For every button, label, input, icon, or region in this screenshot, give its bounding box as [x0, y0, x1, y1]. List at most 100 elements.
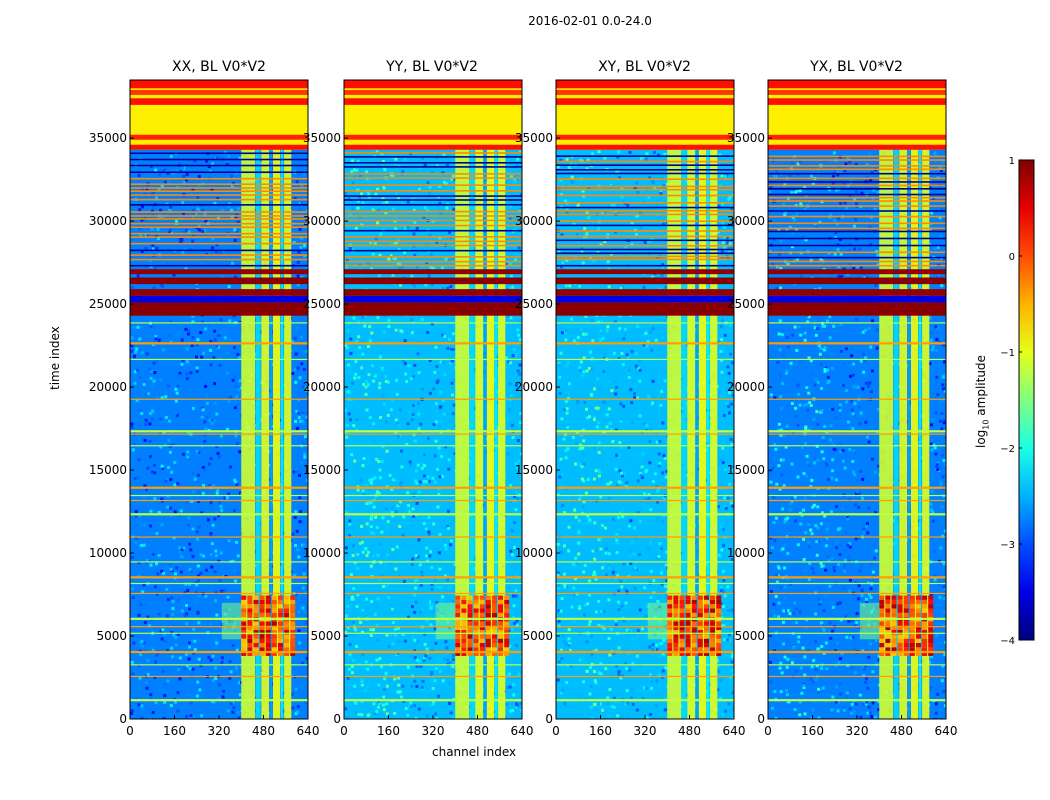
heatmap-noise-cell — [345, 346, 349, 350]
rfi-burst-cell — [284, 595, 290, 600]
flag-line — [130, 190, 308, 192]
heatmap-noise-cell — [353, 684, 357, 688]
heatmap-noise-cell — [350, 381, 354, 385]
heatmap-noise-cell — [170, 596, 174, 600]
heatmap-noise-cell — [504, 180, 508, 184]
y-tick-label: 35000 — [515, 131, 553, 145]
heatmap-noise-cell — [365, 502, 369, 506]
heatmap-noise-cell — [189, 714, 193, 718]
heatmap-noise-cell — [392, 256, 396, 260]
heatmap-noise-cell — [290, 267, 294, 271]
rfi-burst-cell — [498, 625, 504, 631]
heatmap-noise-cell — [140, 704, 144, 708]
rfi-burst-cell — [271, 604, 277, 609]
rfi-burst-cell — [277, 612, 283, 618]
heatmap-noise-cell — [159, 629, 163, 633]
rfi-burst-cell — [467, 651, 473, 656]
heatmap-noise-cell — [403, 639, 407, 643]
heatmap-noise-cell — [215, 243, 219, 247]
heatmap-noise-cell — [557, 571, 561, 575]
heatmap-noise-cell — [387, 153, 391, 157]
heatmap-noise-cell — [567, 382, 571, 386]
heatmap-noise-cell — [379, 416, 383, 420]
heatmap-noise-cell — [394, 567, 398, 571]
heatmap-noise-cell — [642, 686, 646, 690]
heatmap-noise-cell — [715, 235, 719, 239]
flag-line — [556, 188, 734, 191]
heatmap-noise-cell — [365, 408, 369, 412]
heatmap-noise-cell — [449, 711, 453, 715]
heatmap-noise-cell — [404, 707, 408, 711]
heatmap-noise-cell — [410, 318, 414, 322]
heatmap-noise-cell — [583, 401, 587, 405]
heatmap-noise-cell — [223, 496, 227, 500]
heatmap-noise-cell — [369, 501, 373, 505]
heatmap-noise-cell — [207, 165, 211, 169]
heatmap-noise-cell — [423, 642, 427, 646]
heatmap-noise-cell — [413, 656, 417, 660]
heatmap-noise-cell — [509, 709, 513, 713]
heatmap-noise-cell — [512, 693, 516, 697]
heatmap-noise-cell — [510, 553, 514, 557]
rfi-burst-cell — [673, 630, 679, 635]
heatmap-noise-cell — [364, 385, 368, 389]
heatmap-noise-cell — [345, 716, 349, 719]
heatmap-noise-cell — [219, 504, 223, 508]
heatmap-noise-cell — [431, 686, 435, 690]
heatmap-noise-cell — [564, 642, 568, 646]
heatmap-noise-cell — [198, 491, 202, 495]
heatmap-noise-cell — [515, 164, 519, 168]
heatmap-noise-cell — [217, 559, 221, 563]
heatmap-noise-cell — [625, 481, 629, 485]
rfi-burst-cell — [284, 638, 290, 643]
heatmap-noise-cell — [184, 327, 188, 331]
heatmap-noise-cell — [720, 624, 724, 628]
heatmap-noise-cell — [429, 672, 433, 676]
heatmap-noise-cell — [824, 641, 828, 645]
heatmap-noise-cell — [406, 202, 410, 206]
heatmap-noise-cell — [361, 550, 365, 554]
heatmap-noise-cell — [296, 705, 300, 709]
heatmap-noise-cell — [481, 222, 485, 226]
x-tick-label: 160 — [163, 724, 186, 738]
heatmap-noise-cell — [597, 538, 601, 542]
heatmap-noise-cell — [358, 345, 362, 349]
heatmap-noise-cell — [154, 168, 158, 172]
heatmap-noise-cell — [220, 660, 224, 664]
heatmap-noise-cell — [723, 174, 727, 178]
heatmap-noise-cell — [148, 367, 152, 371]
heatmap-noise-cell — [506, 689, 510, 693]
flag-line — [130, 158, 308, 161]
heatmap-noise-cell — [352, 658, 356, 662]
heatmap-noise-cell — [617, 357, 621, 361]
heatmap-noise-cell — [163, 632, 167, 636]
heatmap-noise-cell — [645, 424, 649, 428]
rfi-burst-cell — [284, 630, 290, 635]
rfi-burst-cell — [259, 612, 265, 618]
heatmap-noise-cell — [597, 623, 601, 627]
rfi-burst-cell — [290, 612, 296, 618]
heatmap-noise-cell — [290, 672, 294, 676]
heatmap-noise-cell — [295, 426, 299, 430]
rfi-burst-cell — [679, 647, 685, 652]
rfi-burst-cell — [703, 621, 709, 626]
x-tick-label: 640 — [297, 724, 320, 738]
heatmap-noise-cell — [375, 710, 379, 714]
heatmap-noise-cell — [805, 454, 809, 458]
rfi-burst-cell — [473, 625, 479, 631]
heatmap-noise-cell — [559, 484, 563, 488]
heatmap-noise-cell — [425, 480, 429, 484]
heatmap-noise-cell — [512, 615, 516, 619]
heatmap-noise-cell — [562, 639, 566, 643]
heatmap-noise-cell — [519, 610, 522, 614]
heatmap-noise-cell — [603, 353, 607, 357]
heatmap-noise-cell — [294, 543, 298, 547]
heatmap-noise-cell — [864, 525, 868, 529]
rfi-burst-cell — [716, 612, 722, 618]
heatmap-noise-cell — [401, 265, 405, 269]
heatmap-noise-cell — [655, 440, 659, 444]
heatmap-noise-cell — [138, 676, 142, 680]
heatmap-noise-cell — [729, 675, 733, 679]
heatmap-noise-cell — [236, 571, 240, 575]
heatmap-noise-cell — [390, 510, 394, 514]
